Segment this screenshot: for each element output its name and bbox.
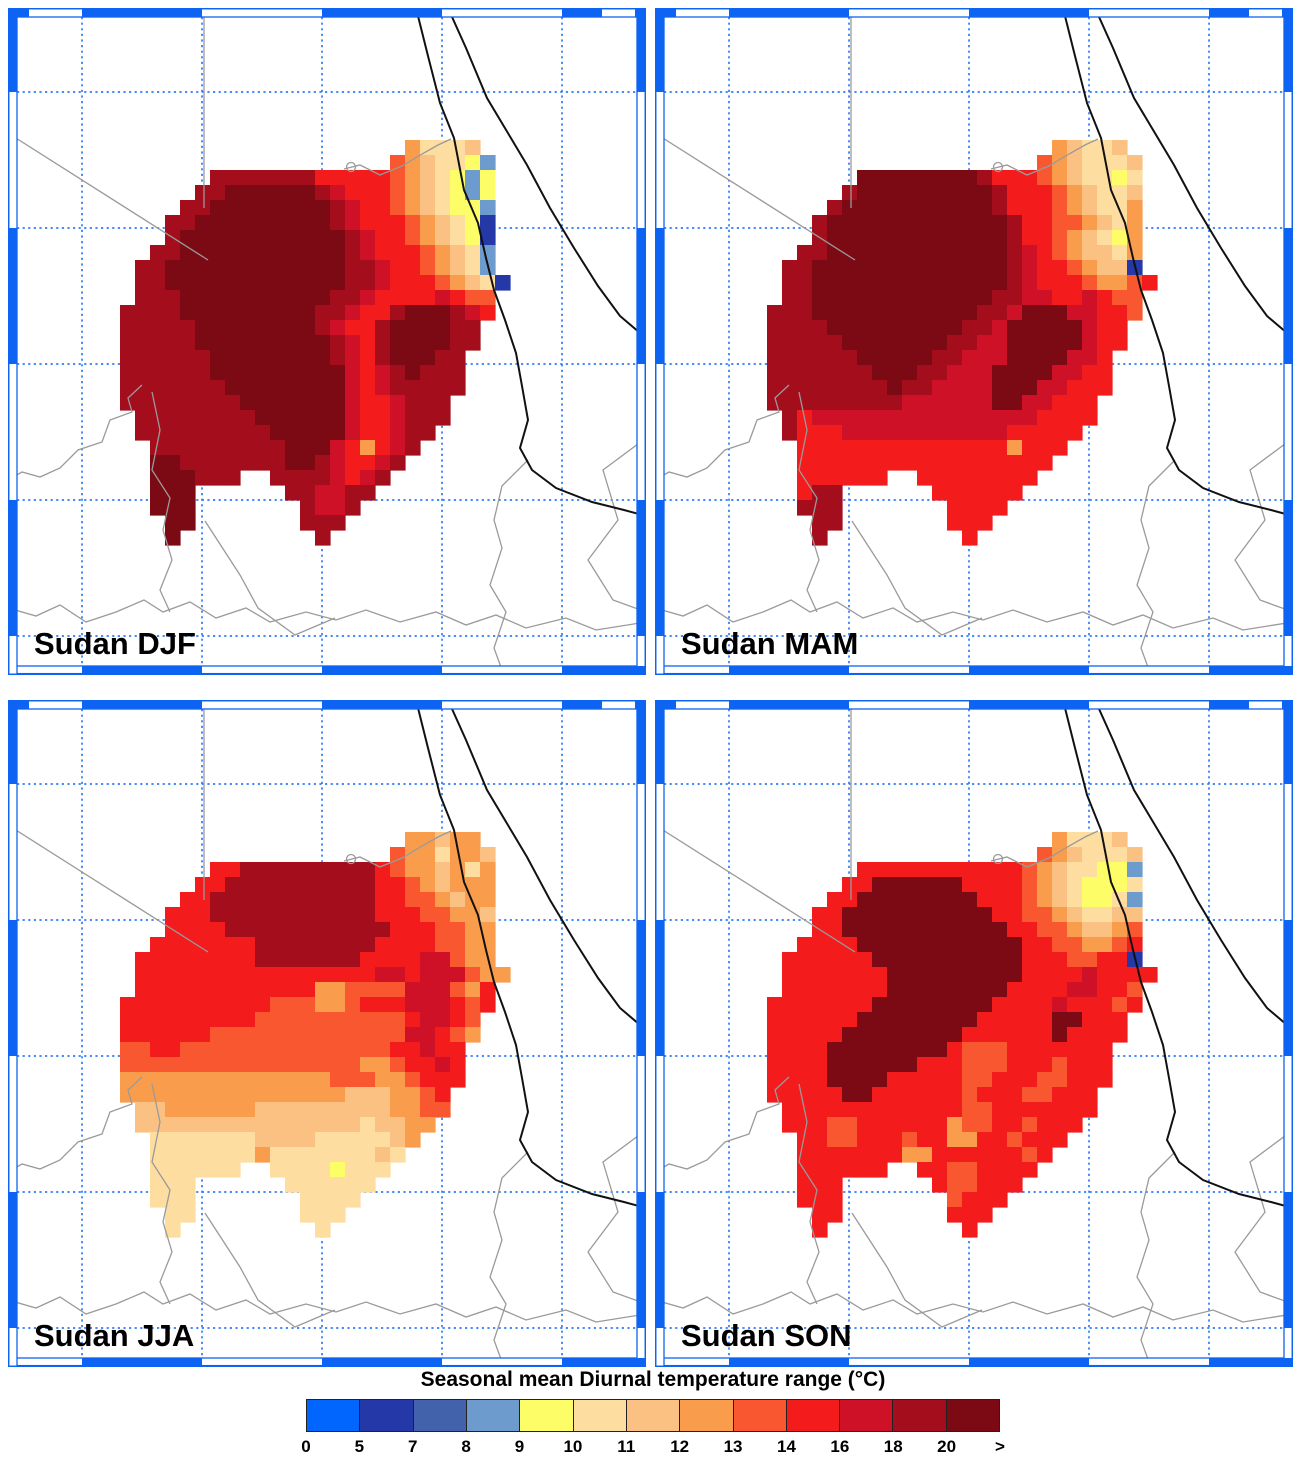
colorbar-title: Seasonal mean Diurnal temperature range … <box>420 1368 886 1391</box>
map-panel-son: Sudan SON <box>655 700 1293 1367</box>
data-grid <box>767 140 1158 546</box>
country-borders <box>17 17 637 666</box>
map-frame <box>8 8 646 675</box>
panel-label-jja: Sudan JJA <box>34 1318 194 1353</box>
colorbar-cell-10 <box>840 1400 894 1431</box>
data-grid <box>767 832 1158 1238</box>
colorbar-tick-11: 18 <box>883 1437 903 1456</box>
map-panel-djf: Sudan DJF <box>8 8 646 675</box>
map-svg-son: Sudan SON <box>655 700 1293 1367</box>
coastline <box>1064 17 1284 515</box>
colorbar-cell-11 <box>893 1400 947 1431</box>
coastline <box>1064 709 1284 1207</box>
map-panel-jja: Sudan JJA <box>8 700 646 1367</box>
colorbar-cell-8 <box>733 1400 787 1431</box>
colorbar-cell-3 <box>466 1400 521 1431</box>
data-grid <box>120 832 511 1238</box>
map-panel-mam: Sudan MAM <box>655 8 1293 675</box>
colorbar-cell-0 <box>307 1400 361 1431</box>
map-frame <box>8 700 646 1367</box>
colorbar-tick-13: > <box>995 1437 1005 1456</box>
graticule <box>664 17 1284 666</box>
colorbar-cell-2 <box>413 1400 467 1431</box>
country-borders <box>664 17 1284 666</box>
panel-label-son: Sudan SON <box>681 1318 852 1353</box>
colorbar-tick-4: 9 <box>514 1437 525 1456</box>
colorbar-tick-2: 7 <box>408 1437 418 1456</box>
data-grid <box>120 140 511 546</box>
panel-label-mam: Sudan MAM <box>681 626 858 661</box>
colorbar-tick-8: 13 <box>723 1437 743 1456</box>
coastline <box>417 17 637 515</box>
colorbar-tick-5: 10 <box>563 1437 583 1456</box>
colorbar-tick-0: 0 <box>301 1437 311 1456</box>
coastline <box>417 709 637 1207</box>
colorbar-cell-9 <box>786 1400 841 1431</box>
colorbar-tick-1: 5 <box>354 1437 365 1456</box>
colorbar-tick-12: 20 <box>937 1437 957 1456</box>
country-borders <box>664 709 1284 1358</box>
colorbar-tick-7: 12 <box>670 1437 690 1456</box>
colorbar-cell-12 <box>946 1400 1000 1431</box>
map-svg-djf: Sudan DJF <box>8 8 646 675</box>
colorbar-tick-9: 14 <box>776 1437 796 1456</box>
colorbar-tick-10: 16 <box>830 1437 850 1456</box>
country-borders <box>17 709 637 1358</box>
map-svg-jja: Sudan JJA <box>8 700 646 1367</box>
map-frame <box>655 8 1293 675</box>
colorbar-cell-5 <box>573 1400 627 1431</box>
colorbar-cell-4 <box>520 1400 574 1431</box>
colorbar <box>306 1399 1000 1432</box>
panel-label-djf: Sudan DJF <box>34 626 196 661</box>
colorbar-cell-1 <box>360 1400 414 1431</box>
colorbar-tick-3: 8 <box>461 1437 471 1456</box>
map-frame <box>655 700 1293 1367</box>
colorbar-cell-6 <box>626 1400 681 1431</box>
colorbar-cell-7 <box>680 1400 734 1431</box>
map-svg-mam: Sudan MAM <box>655 8 1293 675</box>
colorbar-tick-6: 11 <box>617 1437 636 1456</box>
